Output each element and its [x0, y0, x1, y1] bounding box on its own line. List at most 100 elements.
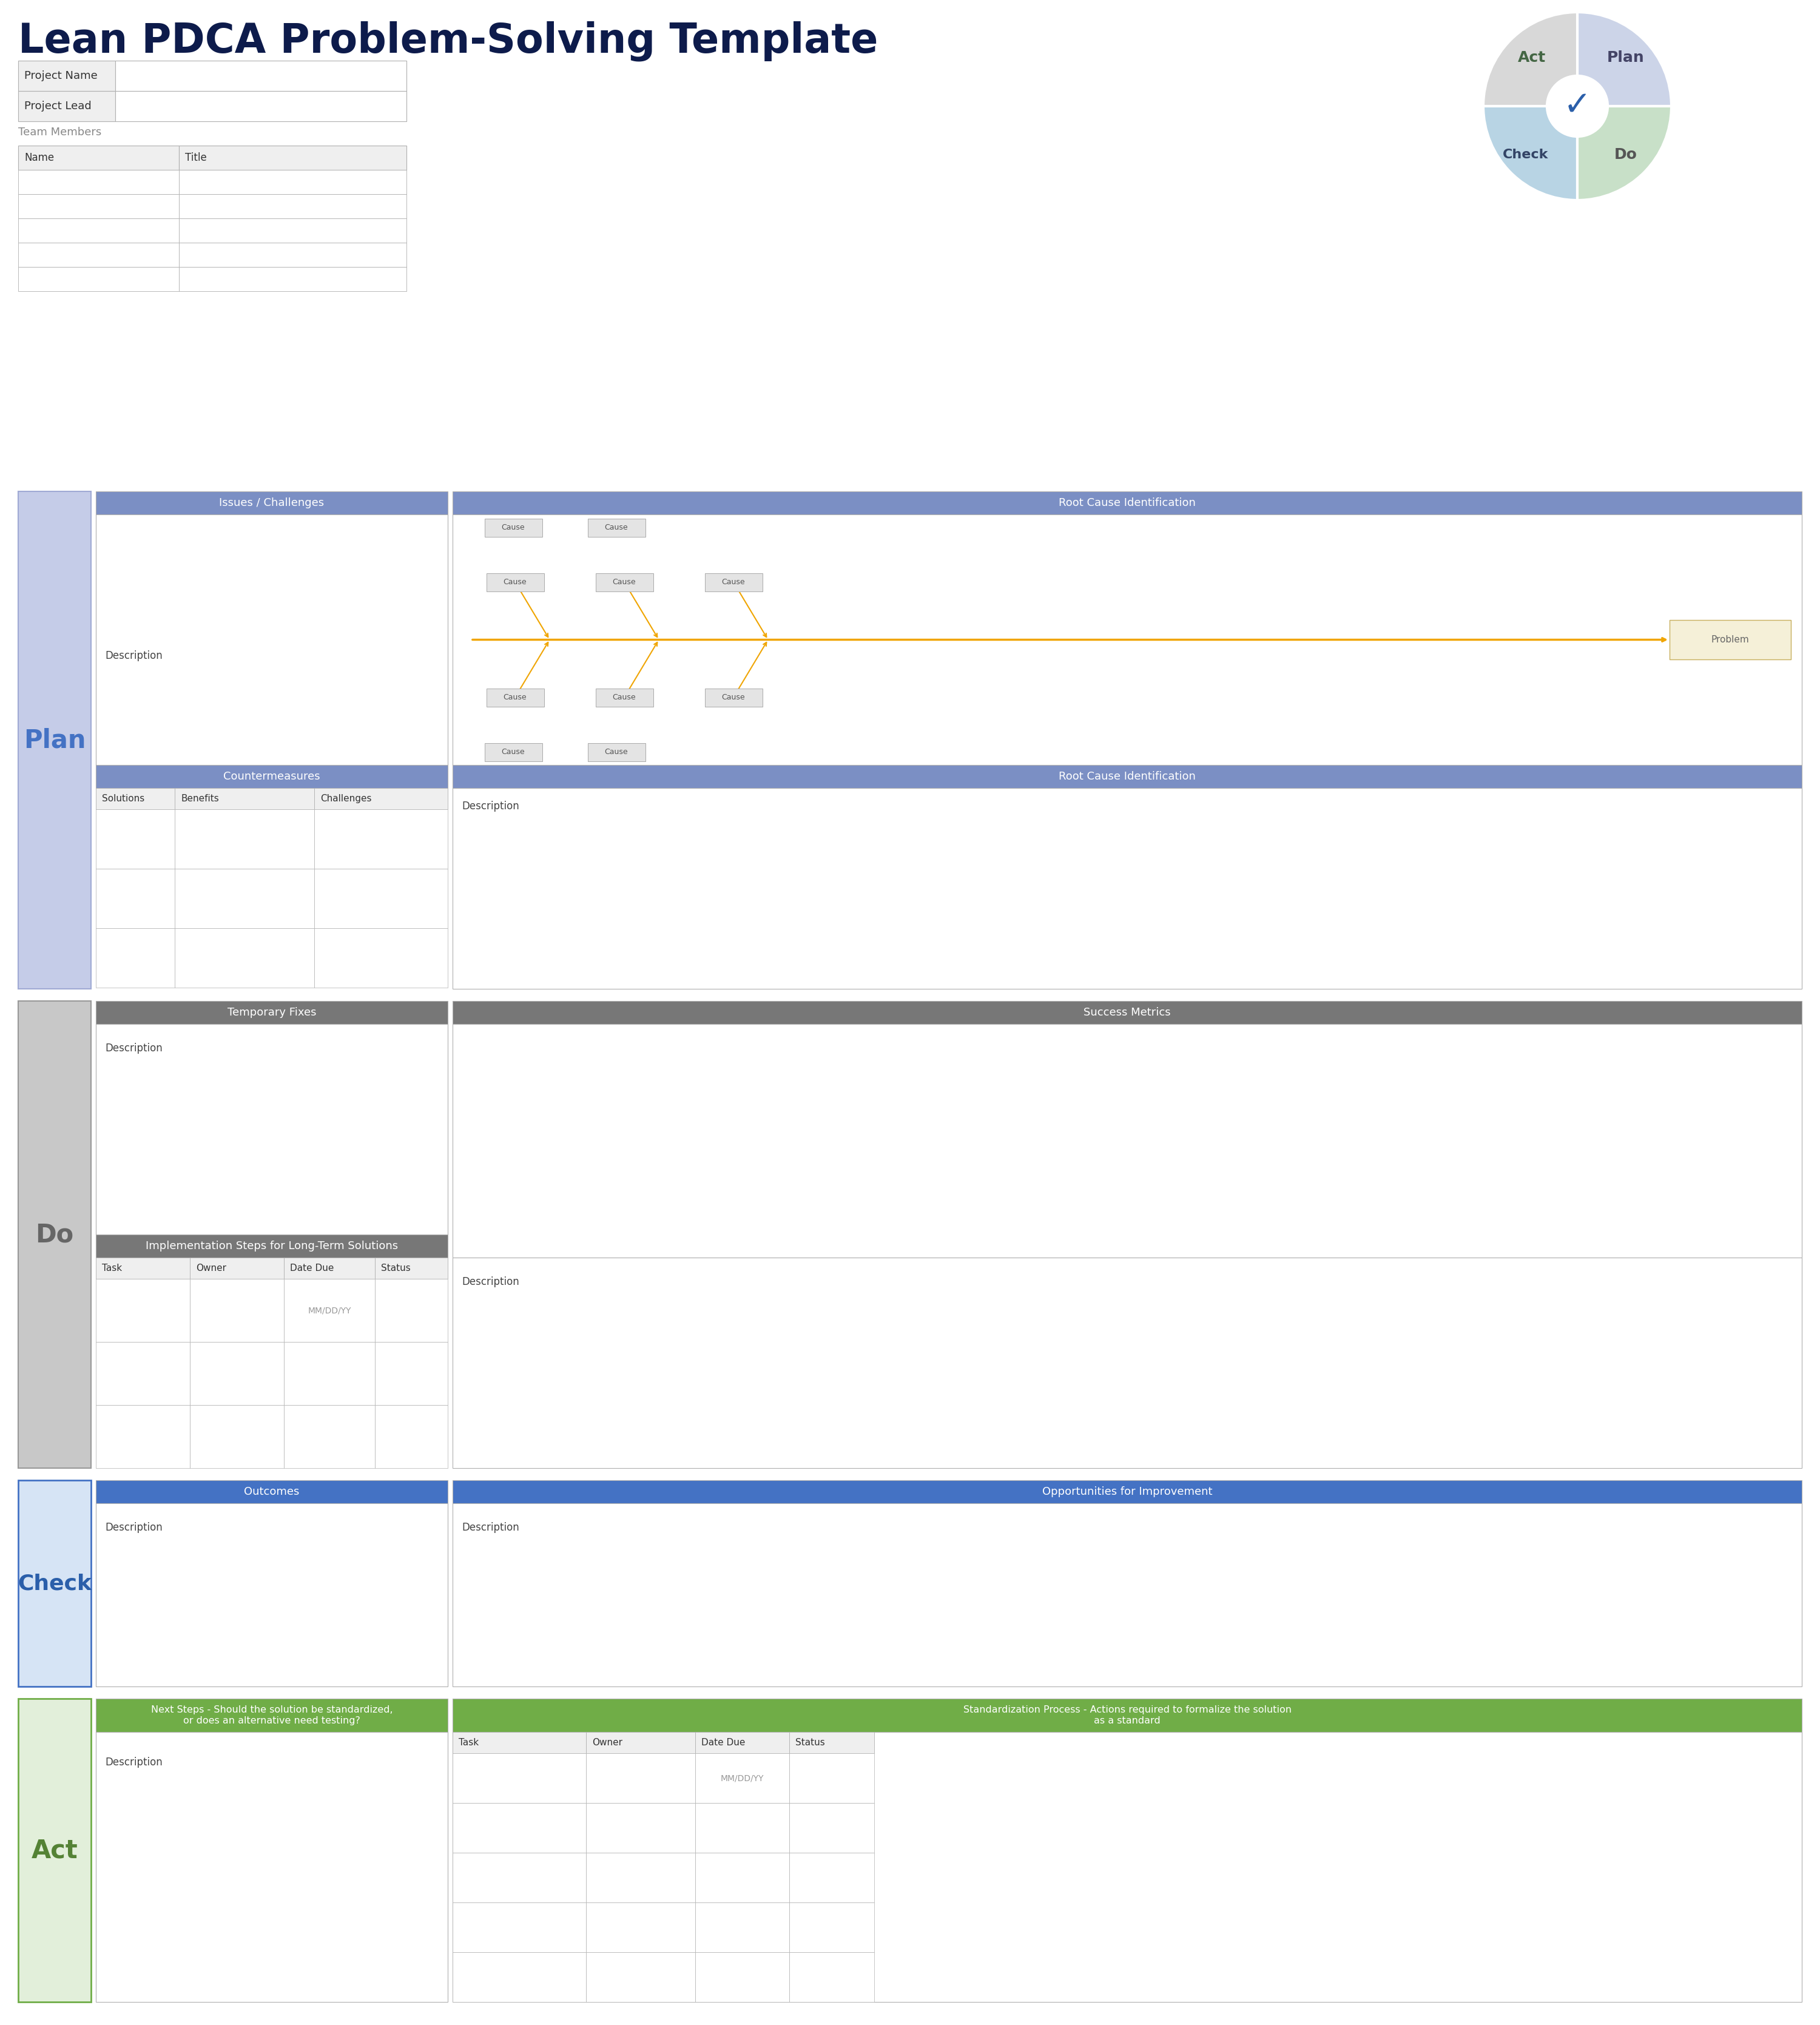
Bar [453, 1480, 1802, 1503]
Text: Countermeasures: Countermeasures [224, 772, 320, 782]
Bar [18, 219, 178, 243]
Bar [453, 765, 1802, 788]
Bar [375, 1258, 448, 1280]
Bar [586, 1853, 695, 1901]
Bar [315, 927, 448, 988]
Bar [595, 573, 653, 591]
Text: Date Due: Date Due [289, 1264, 333, 1274]
Bar [695, 1952, 790, 2003]
Text: Cause: Cause [604, 747, 628, 755]
Bar [189, 1405, 284, 1468]
Bar [453, 1802, 586, 1853]
Bar [115, 61, 406, 91]
Bar [588, 518, 644, 537]
Bar [315, 810, 448, 869]
Bar [284, 1343, 375, 1405]
Text: Root Cause Identification: Root Cause Identification [1059, 498, 1196, 508]
Bar [453, 1258, 1802, 1468]
Bar [18, 146, 178, 170]
Text: Description: Description [462, 1523, 519, 1533]
Text: Do: Do [35, 1221, 75, 1247]
Bar [178, 267, 406, 292]
Text: Cause: Cause [723, 579, 744, 585]
Bar [315, 869, 448, 927]
Bar [178, 194, 406, 219]
Text: Cause: Cause [604, 524, 628, 531]
Bar [96, 1731, 448, 2003]
Bar [96, 1699, 448, 1731]
Text: ✓: ✓ [1563, 89, 1591, 124]
Bar [189, 1280, 284, 1343]
Bar [586, 1754, 695, 1802]
Bar [175, 869, 315, 927]
Text: Name: Name [24, 152, 55, 164]
Bar [704, 573, 763, 591]
Bar [453, 1754, 586, 1802]
Bar [453, 788, 1802, 988]
Text: Opportunities for Improvement: Opportunities for Improvement [1043, 1486, 1212, 1496]
Circle shape [1547, 75, 1607, 136]
Text: Root Cause Identification: Root Cause Identification [1059, 772, 1196, 782]
Bar [453, 1853, 586, 1901]
Bar [695, 1731, 790, 1754]
Bar [96, 492, 448, 514]
Wedge shape [1578, 12, 1671, 105]
Bar [453, 1901, 586, 1952]
Bar [375, 1405, 448, 1468]
Bar [695, 1853, 790, 1901]
Bar [175, 788, 315, 810]
Text: Standardization Process - Actions required to formalize the solution
as a standa: Standardization Process - Actions requir… [963, 1705, 1292, 1725]
Bar [178, 219, 406, 243]
Bar [453, 492, 1802, 514]
Text: Temporary Fixes: Temporary Fixes [228, 1006, 317, 1019]
Text: Owner: Owner [197, 1264, 226, 1274]
Bar [790, 1901, 874, 1952]
Text: Plan: Plan [1607, 51, 1645, 65]
Bar [695, 1802, 790, 1853]
Bar [453, 1731, 586, 1754]
Bar [178, 170, 406, 194]
Text: Description: Description [106, 650, 162, 660]
Bar [453, 1952, 586, 2003]
Bar [18, 170, 178, 194]
Text: Task: Task [459, 1737, 479, 1748]
Bar [189, 1343, 284, 1405]
Text: Solutions: Solutions [102, 794, 144, 804]
Bar [175, 927, 315, 988]
Bar [453, 1731, 1802, 2003]
Bar [486, 688, 544, 707]
Bar [96, 1025, 448, 1235]
Text: Description: Description [106, 1043, 162, 1053]
Bar [18, 1480, 91, 1687]
Bar [96, 1405, 189, 1468]
Text: Status: Status [795, 1737, 824, 1748]
Bar [453, 1000, 1802, 1025]
Text: Description: Description [106, 1523, 162, 1533]
Bar [790, 1802, 874, 1853]
Bar [18, 492, 91, 988]
Bar [790, 1952, 874, 2003]
Bar [96, 1480, 448, 1503]
Bar [96, 765, 448, 788]
Bar [595, 688, 653, 707]
Bar [695, 1754, 790, 1802]
Text: Plan: Plan [24, 727, 86, 753]
Bar [586, 1952, 695, 2003]
Text: Check: Check [1503, 148, 1549, 160]
Bar [18, 1000, 91, 1468]
Bar [315, 788, 448, 810]
Bar [96, 1503, 448, 1687]
Text: Date Due: Date Due [701, 1737, 744, 1748]
Bar [96, 927, 175, 988]
Text: Benefits: Benefits [180, 794, 218, 804]
Bar [175, 810, 315, 869]
Text: Project Name: Project Name [24, 71, 98, 81]
Bar [96, 1280, 189, 1343]
Wedge shape [1483, 12, 1578, 105]
Bar [18, 91, 115, 121]
Bar [586, 1901, 695, 1952]
Bar [586, 1731, 695, 1754]
Bar [484, 743, 542, 761]
Bar [18, 61, 115, 91]
Bar [284, 1405, 375, 1468]
